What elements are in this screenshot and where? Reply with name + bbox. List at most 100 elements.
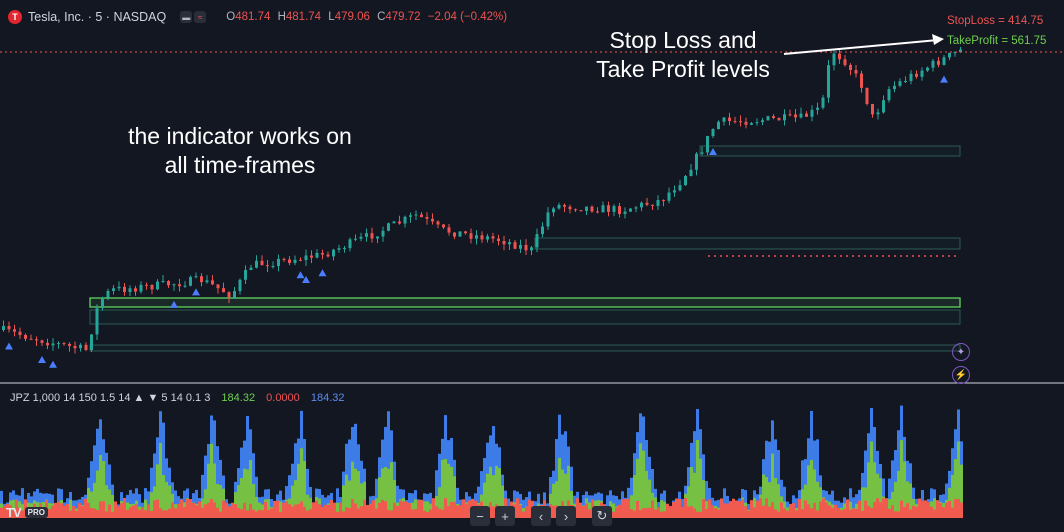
candle (931, 60, 935, 68)
hist-bar-red (456, 505, 459, 518)
reset-chart-button[interactable]: ↻ (592, 506, 612, 526)
scroll-left-button[interactable]: ‹ (531, 506, 551, 526)
zone-2 (89, 344, 961, 352)
hist-bar-green (246, 469, 249, 518)
hist-bar-red (705, 509, 708, 518)
hist-bar-red (6, 503, 9, 518)
hist-bar-green (243, 468, 246, 518)
hist-bar-red (864, 500, 867, 518)
hist-bar-red (492, 506, 495, 518)
hist-bar-red (630, 509, 633, 518)
annotation-stop-loss: Stop Loss and Take Profit levels (583, 26, 783, 84)
hist-bar-red (381, 499, 384, 518)
hist-bar-red (804, 500, 807, 518)
symbol-title[interactable]: Tesla, Inc. · 5 · NASDAQ (28, 10, 167, 24)
candle (942, 57, 946, 65)
hist-bar-red (168, 508, 171, 518)
hist-bar-red (339, 502, 342, 518)
hist-bar-red (129, 507, 132, 518)
candle (134, 288, 137, 292)
bolt-icon[interactable]: ⚡ (952, 366, 970, 384)
hist-bar-red (921, 500, 924, 518)
ohlc-low-key: L (328, 11, 335, 23)
hist-bar-red (174, 508, 177, 518)
tradingview-logo[interactable]: TV PRO (6, 505, 48, 520)
candle (57, 343, 60, 345)
hist-bar-red (924, 500, 927, 518)
hist-bar-red (225, 503, 228, 518)
annotation-tf-line1: the indicator works on (128, 123, 352, 149)
hist-bar-green (102, 461, 105, 518)
hist-bar-red (135, 504, 138, 518)
hist-bar-green (294, 480, 297, 518)
candle (585, 206, 588, 211)
hist-bar-green (867, 462, 870, 518)
hist-bar-green (414, 499, 417, 518)
hist-bar-red (285, 501, 288, 518)
scroll-right-button[interactable]: › (556, 506, 576, 526)
hist-bar-green (630, 495, 633, 518)
hist-bar-green (252, 484, 255, 518)
hist-bar-green (444, 459, 447, 518)
wave-toggle-icon[interactable]: ≈ (194, 11, 207, 23)
stop-loss-label: StopLoss = 414.75 (947, 15, 1044, 27)
zoom-out-button[interactable]: − (470, 506, 490, 526)
magic-icon[interactable]: ✦ (952, 343, 970, 361)
hist-bar-red (354, 503, 357, 518)
hist-bar-red (885, 498, 888, 518)
hist-bar-green (876, 473, 879, 518)
hist-bar-red (165, 510, 168, 518)
candle (552, 208, 555, 213)
hist-bar-red (849, 509, 852, 518)
hist-bar-green (960, 464, 963, 518)
hist-bar-red (72, 506, 75, 518)
annotation-sl-line2: Take Profit levels (596, 56, 770, 82)
candlesticks (2, 46, 962, 354)
hist-bar-red (264, 501, 267, 518)
hist-bar-red (612, 511, 615, 518)
hist-bar-red (159, 508, 162, 518)
candle (51, 343, 55, 346)
hist-bar-red (648, 507, 651, 518)
candle (62, 343, 66, 345)
indicator-value-red: 0.0000 (266, 392, 300, 404)
indicator-params[interactable]: JPZ 1,000 14 150 1.5 14 ▲ ▼ 5 14 0.1 3 (10, 392, 211, 404)
hist-bar-red (261, 510, 264, 518)
indicator-legend[interactable]: JPZ 1,000 14 150 1.5 14 ▲ ▼ 5 14 0.1 3 1… (10, 392, 345, 404)
hist-bar-red (189, 499, 192, 518)
hist-bar-green (207, 463, 210, 518)
hist-bar-blue (555, 439, 558, 518)
eye-toggle-icon[interactable]: ▬ (180, 11, 193, 23)
symbol-legend[interactable]: T Tesla, Inc. · 5 · NASDAQ ▬ ≈ O481.74 H… (8, 8, 511, 26)
signal-marker (49, 360, 57, 368)
hist-bar-blue (129, 489, 132, 518)
hist-bar-red (297, 504, 300, 518)
hist-bar-blue (348, 439, 351, 518)
zoom-in-button[interactable]: + (495, 506, 515, 526)
hist-bar-red (441, 509, 444, 518)
hist-bar-red (360, 506, 363, 518)
hist-bar-red (960, 502, 963, 518)
hist-bar-red (738, 501, 741, 518)
hist-bar-red (900, 500, 903, 518)
hist-bar-red (114, 501, 117, 518)
hist-bar-red (108, 504, 111, 518)
candle (717, 121, 720, 130)
take-profit-label: TakeProfit = 561.75 (947, 35, 1047, 47)
candle (579, 210, 583, 212)
candle (904, 80, 907, 82)
candle (876, 112, 880, 115)
candle (937, 60, 940, 65)
candle (535, 234, 539, 248)
hist-bar-green (309, 497, 312, 518)
signal-marker (170, 300, 178, 308)
hist-bar-green (570, 491, 573, 518)
candle (469, 233, 473, 239)
hist-bar-green (96, 470, 99, 518)
hist-bar-red (639, 510, 642, 518)
hist-bar-red (765, 498, 768, 518)
candle (882, 100, 885, 113)
hist-bar-blue (162, 422, 165, 518)
